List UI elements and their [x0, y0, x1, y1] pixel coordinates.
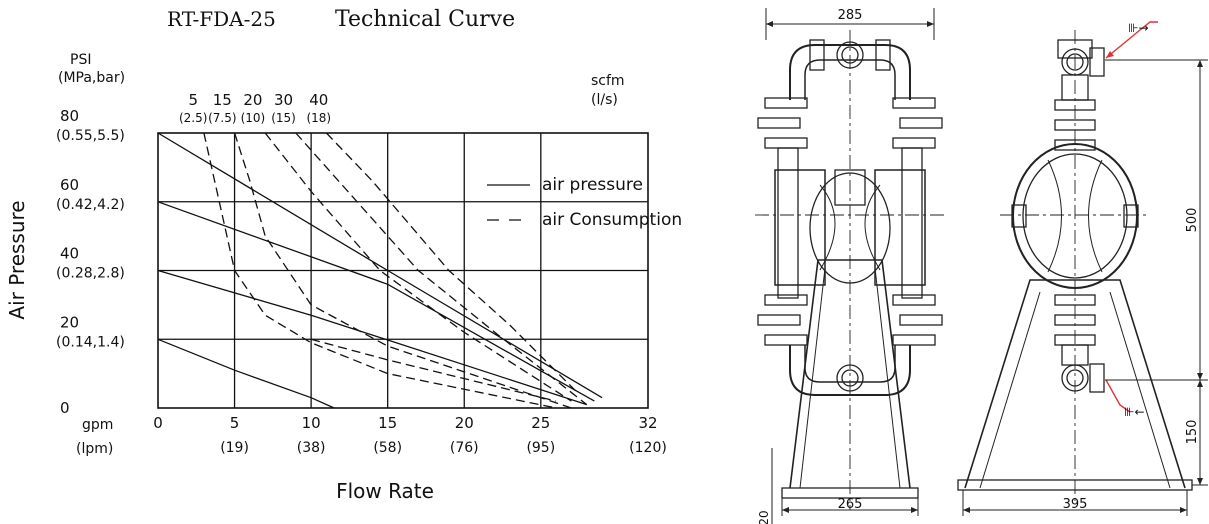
x-tick-label: 5	[230, 414, 240, 432]
x-tick-sublabel: (95)	[526, 440, 555, 456]
inlet-marker-icon: ⊪→	[1128, 21, 1149, 35]
scfm-unit-label-line1: scfm	[591, 73, 625, 89]
y-tick-label: 60	[60, 176, 79, 194]
air-pressure-line	[157, 201, 595, 402]
technical-curve-chart: RT-FDA-25 Technical Curve PSI (MPa,bar) …	[5, 7, 682, 503]
outlet-marker-icon: ⊪←	[1124, 405, 1145, 419]
x-tick-sublabel: (120)	[629, 440, 667, 456]
legend: air pressure air Consumption	[487, 175, 682, 230]
x-tick-label: 10	[302, 414, 321, 432]
consumption-sublabel: (18)	[306, 111, 331, 125]
dim-base-width-side: 395	[1063, 497, 1088, 512]
dim-top-width: 285	[838, 8, 863, 23]
y-tick-label: 20	[60, 313, 79, 331]
side-view: ⊪→ ⊪← 395	[957, 21, 1208, 516]
y-tick-sublabel: (0.55,5.5)	[56, 128, 125, 144]
y-tick-sublabel: (0.28,2.8)	[56, 266, 125, 282]
x-tick-label: 20	[455, 414, 474, 432]
legend-label: air Consumption	[542, 210, 682, 230]
x-unit-label-line1: gpm	[82, 417, 113, 433]
y-tick-sublabel: (0.42,4.2)	[56, 197, 125, 213]
consumption-labels: 5 (2.5) 15 (7.5) 20 (10) 30 (15) 40 (18)	[179, 91, 331, 125]
air-consumption-line	[233, 132, 572, 409]
scfm-unit-label-line2: (l/s)	[591, 92, 618, 108]
x-tick-sublabel: (58)	[373, 440, 402, 456]
y-axis-title: Air Pressure	[5, 200, 29, 319]
y-tick-label: 40	[60, 245, 79, 263]
consumption-sublabel: (15)	[271, 111, 296, 125]
x-tick-label: 25	[531, 414, 550, 432]
consumption-label: 40	[309, 91, 328, 109]
y-tick-sublabel: (0.14,1.4)	[56, 334, 125, 350]
y-unit-label-line1: PSI	[70, 52, 91, 68]
y-tick-label: 0	[60, 399, 70, 417]
x-tick-label: 0	[153, 414, 163, 432]
air-pressure-line	[157, 132, 603, 399]
x-axis-title: Flow Rate	[336, 479, 434, 503]
x-unit-label-line2: (lpm)	[76, 441, 113, 457]
x-tick-label: 32	[638, 414, 657, 432]
consumption-sublabel: (7.5)	[208, 111, 236, 125]
pump-dimension-drawing: 285	[755, 8, 1208, 524]
x-tick-sublabel: (19)	[220, 440, 249, 456]
air-consumption-line	[325, 132, 580, 395]
x-tick-label: 15	[378, 414, 397, 432]
series-lines	[157, 132, 603, 409]
consumption-label: 5	[188, 91, 198, 109]
air-consumption-line	[295, 132, 588, 406]
x-tick-sublabel: (38)	[297, 440, 326, 456]
grid	[157, 132, 649, 409]
air-consumption-line	[264, 132, 572, 402]
y-tick-label: 80	[60, 107, 79, 125]
chart-subtitle: Technical Curve	[335, 7, 515, 32]
consumption-label: 20	[243, 91, 262, 109]
chart-title: RT-FDA-25	[167, 7, 276, 31]
y-unit-label-line2: (MPa,bar)	[58, 70, 125, 86]
consumption-label: 15	[213, 91, 232, 109]
x-tick-labels: 0 5 (19) 10 (38) 15 (58) 20 (76) 25 (95) 32 (120)	[153, 414, 667, 456]
x-tick-sublabel: (76)	[450, 440, 479, 456]
dim-base-width-front: 265	[838, 497, 863, 512]
consumption-sublabel: (10)	[241, 111, 266, 125]
air-consumption-line	[203, 132, 557, 409]
air-pressure-line	[157, 269, 588, 406]
dim-base-thickness: 20	[757, 510, 771, 524]
consumption-sublabel: (2.5)	[179, 111, 207, 125]
front-view: 285	[755, 8, 945, 524]
legend-label: air pressure	[542, 175, 643, 195]
dim-height-between-ports: 500	[1185, 208, 1200, 233]
dim-outlet-height: 150	[1185, 420, 1200, 445]
y-tick-labels: 0 20 (0.14,1.4) 40 (0.28,2.8) 60 (0.42,4.2) 80 (…	[56, 107, 125, 417]
consumption-label: 30	[274, 91, 293, 109]
air-pressure-line	[157, 338, 335, 409]
